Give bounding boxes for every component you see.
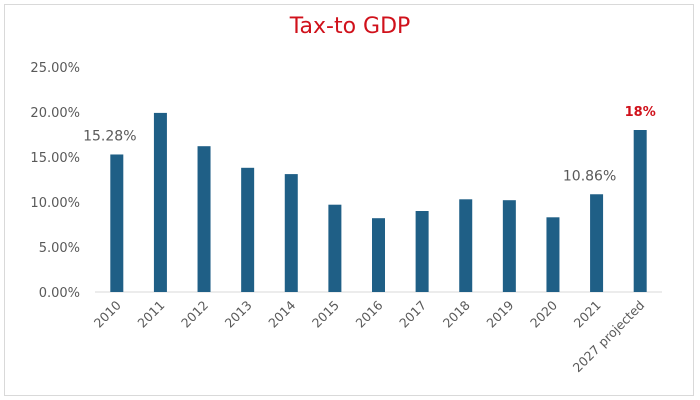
bar-2018: [459, 199, 473, 292]
y-tick-label: 5.00%: [39, 241, 80, 256]
y-tick-label: 10.00%: [30, 196, 80, 211]
x-tick-label: 2010: [91, 297, 124, 330]
bar-2015: [328, 204, 342, 292]
bar-2019: [502, 200, 516, 292]
x-tick-label: 2014: [265, 297, 298, 330]
x-tick-label: 2021: [571, 298, 604, 331]
bar-2027-projected: [633, 130, 647, 292]
x-tick-label: 2016: [353, 297, 386, 330]
bar-2020: [546, 217, 560, 292]
y-tick-label: 0.00%: [39, 286, 80, 301]
bar-2016: [372, 218, 385, 292]
chart-title: Tax-to GDP: [289, 14, 411, 39]
x-tick-label: 2018: [440, 297, 473, 330]
bar-2013: [241, 167, 255, 292]
x-tick-label: 2015: [309, 298, 342, 331]
x-tick-label: 2012: [178, 298, 211, 331]
x-tick-label: 2017: [396, 298, 429, 331]
bar-2014: [284, 174, 298, 292]
data-label: 10.86%: [563, 168, 616, 184]
data-label: 15.28%: [83, 128, 136, 144]
y-tick-label: 15.00%: [30, 151, 80, 166]
y-tick-label: 25.00%: [30, 61, 80, 76]
bar-2012: [197, 146, 211, 292]
y-tick-label: 20.00%: [30, 106, 80, 121]
x-tick-label: 2019: [483, 297, 516, 330]
data-label: 18%: [625, 105, 656, 120]
x-tick-label: 2020: [527, 297, 560, 330]
bar-2010: [110, 154, 124, 292]
x-tick-label: 2011: [134, 298, 167, 331]
chart-frame: [4, 4, 694, 396]
x-tick-label: 2013: [222, 298, 255, 331]
bar-2011: [153, 112, 167, 293]
bar-2021: [590, 194, 604, 292]
bar-2017: [415, 211, 429, 292]
